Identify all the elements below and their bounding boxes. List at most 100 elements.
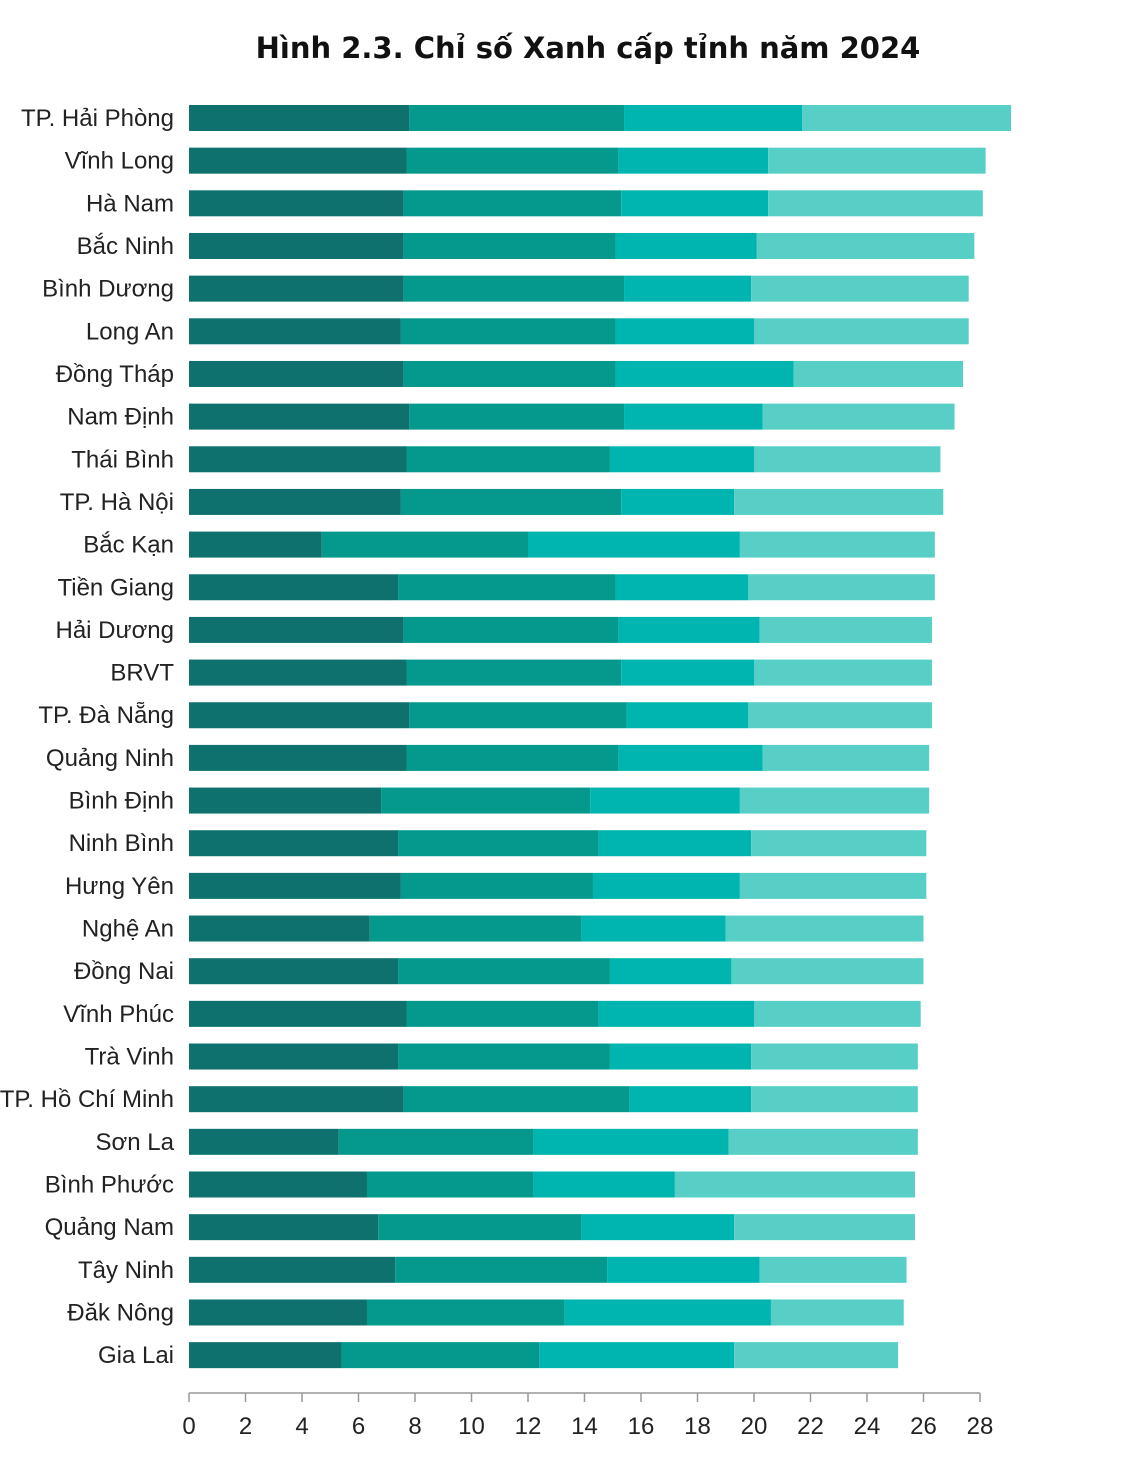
category-label: Trà Vinh bbox=[85, 1044, 174, 1071]
bar-segment-1 bbox=[189, 531, 322, 558]
category-label: BRVT bbox=[110, 660, 174, 687]
bar-segment-2 bbox=[338, 1128, 534, 1155]
bar-segment-1 bbox=[189, 275, 404, 302]
category-label: TP. Hà Nội bbox=[60, 489, 174, 516]
bar-segment-3 bbox=[615, 574, 749, 601]
bar-segment-3 bbox=[618, 744, 763, 771]
bar-segment-1 bbox=[189, 1256, 396, 1283]
bar-segment-1 bbox=[189, 616, 404, 643]
category-label: Hải Dương bbox=[55, 617, 174, 644]
bar-segment-1 bbox=[189, 702, 410, 729]
bar-segment-3 bbox=[618, 616, 760, 643]
category-label: Bình Định bbox=[69, 788, 174, 815]
x-tick-label: 8 bbox=[408, 1413, 421, 1440]
bar-segment-3 bbox=[618, 147, 769, 174]
bar-segment-4 bbox=[768, 147, 986, 174]
bar-segment-3 bbox=[533, 1128, 729, 1155]
bar-segment-4 bbox=[734, 488, 944, 515]
bar-segment-1 bbox=[189, 915, 370, 942]
category-label: Bình Dương bbox=[42, 276, 174, 303]
bar-segment-1 bbox=[189, 446, 407, 473]
x-tick-label: 28 bbox=[967, 1413, 994, 1440]
bar-segment-1 bbox=[189, 1086, 404, 1113]
bar-segment-2 bbox=[369, 915, 582, 942]
category-label: Đồng Tháp bbox=[56, 361, 174, 388]
bar-segment-4 bbox=[754, 1000, 921, 1027]
bar-segment-2 bbox=[378, 1214, 582, 1241]
category-label: Quảng Ninh bbox=[46, 745, 174, 772]
bar-segment-4 bbox=[748, 702, 932, 729]
bar-segment-2 bbox=[400, 318, 616, 345]
bar-segment-2 bbox=[398, 958, 610, 985]
category-label: Bắc Kạn bbox=[83, 532, 174, 559]
bar-segment-3 bbox=[615, 232, 757, 259]
bar-segment-4 bbox=[762, 403, 955, 430]
bar-segment-2 bbox=[403, 616, 619, 643]
chart-title: Hình 2.3. Chỉ số Xanh cấp tỉnh năm 2024 bbox=[256, 31, 921, 65]
bar-segment-3 bbox=[615, 360, 794, 387]
bar-segment-1 bbox=[189, 318, 401, 345]
bar-segment-3 bbox=[624, 275, 752, 302]
category-label: Đồng Nai bbox=[74, 958, 174, 985]
bar-segment-4 bbox=[739, 787, 930, 814]
bar-segment-4 bbox=[731, 958, 924, 985]
bar-segment-2 bbox=[403, 360, 616, 387]
bar-segment-3 bbox=[624, 105, 803, 131]
category-label: Nam Định bbox=[67, 404, 174, 431]
bar-segment-1 bbox=[189, 659, 407, 686]
bar-segment-4 bbox=[754, 659, 932, 686]
bar-segment-4 bbox=[751, 1043, 918, 1070]
bar-segment-1 bbox=[189, 787, 382, 814]
category-label: Tiền Giang bbox=[57, 574, 174, 601]
category-label: Long An bbox=[86, 318, 174, 345]
bar-segment-3 bbox=[592, 872, 740, 899]
bar-segment-1 bbox=[189, 1214, 379, 1241]
x-tick-label: 18 bbox=[684, 1413, 711, 1440]
bar-segment-2 bbox=[409, 105, 625, 131]
bar-segment-3 bbox=[590, 787, 740, 814]
bar-segment-4 bbox=[759, 1256, 907, 1283]
bar-segment-4 bbox=[748, 574, 935, 601]
bar-segment-4 bbox=[728, 1128, 918, 1155]
bar-segment-1 bbox=[189, 744, 407, 771]
category-label: Hưng Yên bbox=[65, 873, 174, 900]
x-tick-label: 6 bbox=[352, 1413, 365, 1440]
bar-segment-2 bbox=[403, 190, 622, 217]
bar-segment-1 bbox=[189, 1000, 407, 1027]
bar-segment-3 bbox=[609, 958, 732, 985]
bar-segment-4 bbox=[734, 1342, 899, 1369]
category-labels: TP. Hải Phòng Vĩnh Long Hà Nam Bắc Ninh Bình… bbox=[0, 105, 175, 1369]
category-label: Bình Phước bbox=[45, 1172, 174, 1199]
bar-segment-4 bbox=[756, 232, 975, 259]
x-tick-label: 14 bbox=[571, 1413, 598, 1440]
x-tick-label: 12 bbox=[515, 1413, 542, 1440]
bar-segment-2 bbox=[400, 488, 622, 515]
x-tick-label: 10 bbox=[458, 1413, 485, 1440]
bar-segment-2 bbox=[403, 1086, 630, 1113]
bar-segment-1 bbox=[189, 872, 401, 899]
bar-segment-1 bbox=[189, 232, 404, 259]
bar-segment-1 bbox=[189, 360, 404, 387]
bar-segment-1 bbox=[189, 574, 399, 601]
x-axis: 0 2 4 6 8 10 12 14 16 18 20 22 24 26 28 bbox=[182, 1392, 994, 1440]
bar-segment-2 bbox=[406, 1000, 599, 1027]
bar-segment-3 bbox=[615, 318, 754, 345]
bar-segment-1 bbox=[189, 488, 401, 515]
bar-segment-1 bbox=[189, 147, 407, 174]
bar-segment-4 bbox=[770, 1299, 904, 1326]
bar-segment-3 bbox=[621, 190, 769, 217]
bar-segment-3 bbox=[621, 659, 754, 686]
category-label: Đăk Nông bbox=[67, 1299, 174, 1326]
bar-segment-3 bbox=[607, 1256, 760, 1283]
category-label: TP. Hải Phòng bbox=[21, 105, 174, 132]
bar-segment-3 bbox=[609, 446, 754, 473]
bar-segment-3 bbox=[624, 403, 763, 430]
bar-segment-2 bbox=[406, 446, 610, 473]
x-tick-label: 4 bbox=[295, 1413, 308, 1440]
bar-segment-2 bbox=[400, 872, 593, 899]
bar-segment-3 bbox=[626, 702, 749, 729]
bar-segment-4 bbox=[751, 275, 969, 302]
bars-group bbox=[189, 105, 1012, 1369]
bar-segment-3 bbox=[564, 1299, 771, 1326]
